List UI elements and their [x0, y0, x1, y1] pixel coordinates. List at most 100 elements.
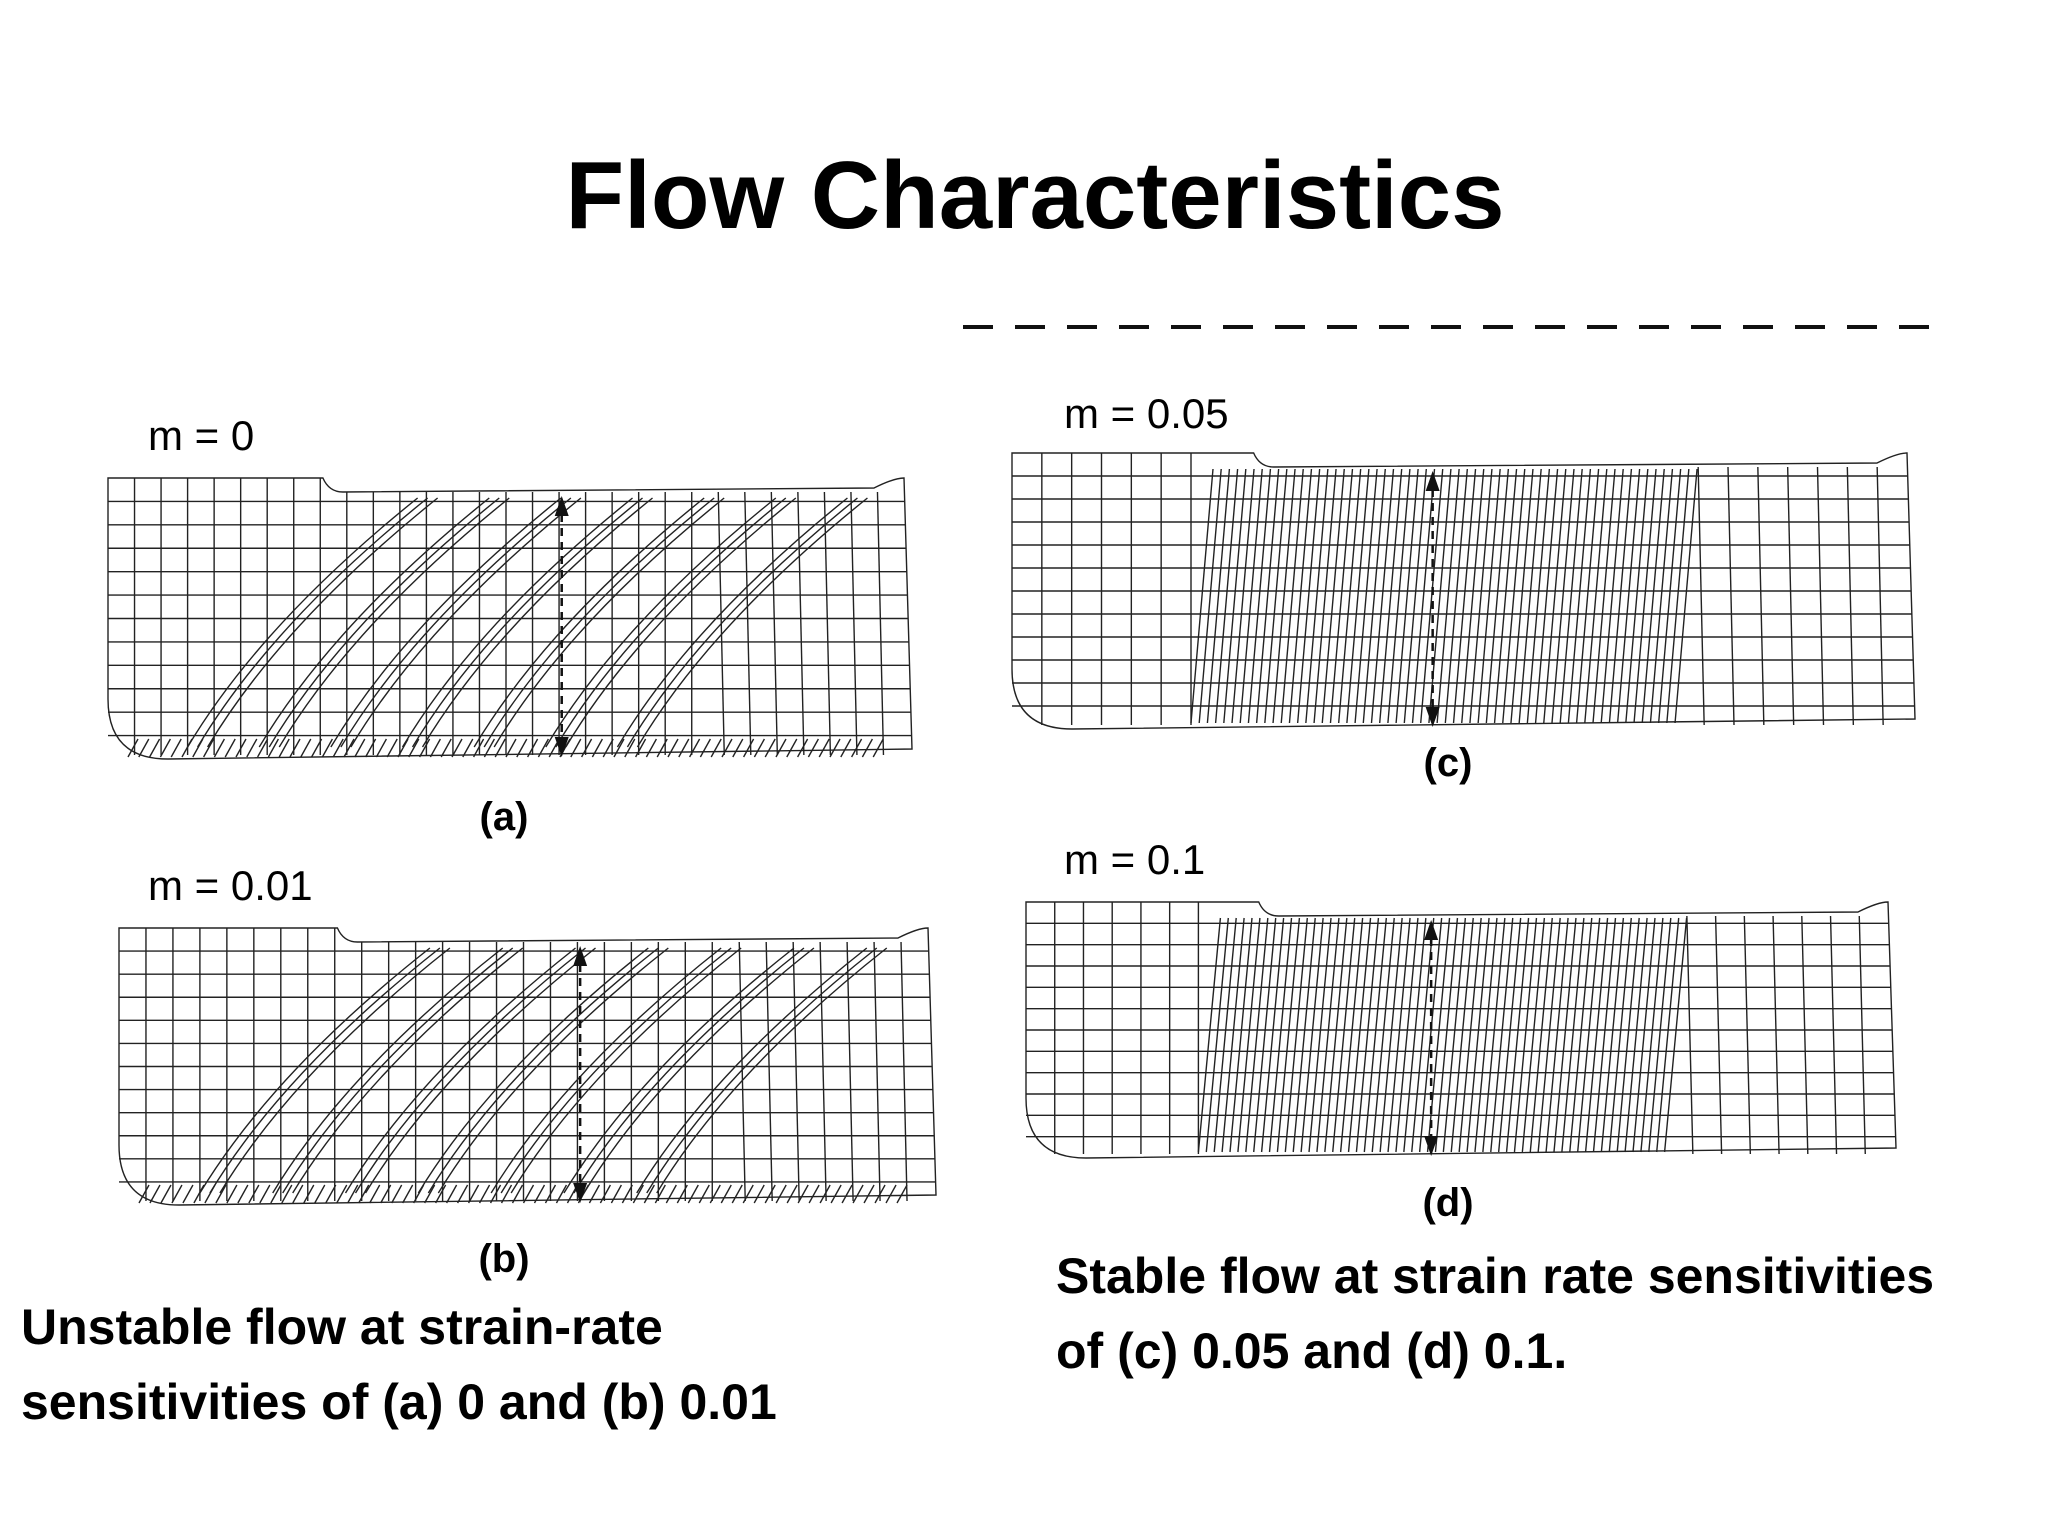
mesh-hatch: [1561, 917, 1585, 1153]
mesh-hatch: [1268, 917, 1293, 1153]
mesh-hatch: [1537, 917, 1561, 1153]
mesh-hatch: [1518, 468, 1542, 724]
mesh-hatch: [204, 1184, 216, 1204]
mesh-hatch: [775, 1184, 787, 1204]
mesh-hatch: [1387, 468, 1411, 724]
arrow-head: [573, 1183, 588, 1203]
shear-band: [272, 947, 504, 1194]
mesh-hatch: [678, 738, 690, 758]
shear-band: [573, 947, 805, 1194]
mesh-hatch: [418, 738, 431, 758]
mesh-hatch: [621, 1184, 633, 1204]
mesh-hatch: [1477, 468, 1501, 724]
mesh-hatch: [1576, 917, 1601, 1153]
mesh-hatch: [610, 1184, 622, 1204]
mesh-hatch: [380, 1184, 392, 1204]
mesh-line: [1772, 915, 1780, 1155]
mesh-hatch: [1569, 917, 1593, 1153]
mesh-hatch: [1616, 468, 1641, 724]
mesh-hatch: [885, 1184, 897, 1204]
mesh-hatch: [343, 738, 355, 758]
mesh-hatch: [1378, 468, 1403, 724]
mesh-hatch: [764, 1184, 776, 1204]
mesh-hatch: [451, 738, 463, 758]
mesh-hatch: [861, 738, 874, 758]
mesh-hatch: [358, 1184, 370, 1204]
mesh-hatch: [1510, 468, 1534, 724]
mesh-hatch: [698, 1184, 710, 1204]
mesh-hatch: [1559, 468, 1583, 724]
mesh-hatch: [544, 1184, 557, 1204]
mesh-line: [1686, 915, 1694, 1155]
mesh-hatch: [1387, 917, 1411, 1153]
mesh-hatch: [391, 1184, 403, 1204]
mesh-hatch: [1355, 917, 1380, 1153]
shear-band: [186, 497, 419, 748]
mesh-hatch: [588, 1184, 601, 1204]
mesh-line: [1727, 466, 1735, 726]
mesh-hatch: [720, 1184, 732, 1204]
mesh-hatch: [699, 738, 712, 758]
mesh-hatch: [874, 1184, 886, 1204]
shear-band: [292, 947, 524, 1194]
mesh-hatch: [456, 1184, 469, 1204]
mesh-hatch: [1663, 917, 1688, 1153]
mesh-hatch: [742, 738, 755, 758]
mesh-hatch: [1305, 468, 1329, 724]
arrow-head: [573, 946, 588, 966]
mesh-hatch: [224, 738, 236, 758]
mesh-hatch: [1444, 468, 1469, 724]
mesh-hatch: [1329, 468, 1354, 724]
mesh-outline: [118, 927, 937, 1206]
mesh-hatch: [237, 1184, 249, 1204]
mesh-hatch: [753, 738, 766, 758]
mesh-hatch: [170, 738, 182, 758]
mesh-hatch: [1308, 917, 1332, 1153]
mesh-hatch: [1420, 468, 1444, 724]
mesh-hatch: [852, 1184, 864, 1204]
mesh-hatch: [270, 1184, 282, 1204]
mesh-line: [1757, 466, 1765, 726]
mesh-hatch: [797, 1184, 809, 1204]
mesh-hatch: [1584, 917, 1609, 1153]
panel-tag: (a): [480, 795, 529, 839]
mesh-hatch: [1633, 468, 1657, 724]
mesh-hatch: [632, 1184, 644, 1204]
caption-line: Unstable flow at strain-rate: [21, 1299, 663, 1355]
mesh-hatch: [375, 738, 388, 758]
mesh-hatch: [1545, 917, 1569, 1153]
shear-band: [268, 497, 500, 748]
shear-band: [545, 497, 777, 748]
mesh-hatch: [764, 738, 776, 758]
slide-title: Flow Characteristics: [566, 142, 1505, 249]
mesh-hatch: [300, 738, 312, 758]
mesh-hatch: [1534, 468, 1559, 724]
shear-band: [411, 497, 643, 748]
mesh-line: [850, 491, 858, 756]
arrow-head: [1425, 707, 1440, 727]
mesh-hatch: [1280, 468, 1304, 724]
mesh-hatch: [292, 1184, 304, 1204]
mesh-hatch: [489, 1184, 502, 1204]
shear-band: [340, 497, 572, 748]
mesh-figures: [107, 452, 1916, 1206]
mesh-hatch: [462, 738, 474, 758]
mesh-hatch: [332, 738, 344, 758]
shear-band: [616, 497, 848, 748]
mesh-hatch: [1474, 917, 1498, 1153]
mesh-hatch: [1321, 468, 1345, 724]
mesh-hatch: [159, 738, 172, 758]
caption-line: Stable flow at strain rate sensitivities: [1056, 1248, 1934, 1304]
mesh-line: [1858, 915, 1866, 1155]
mesh-hatch: [1648, 917, 1672, 1153]
mesh-line: [1816, 466, 1825, 726]
mesh-hatch: [1347, 917, 1372, 1153]
mesh-hatch: [310, 738, 323, 758]
caption-line: sensitivities of (a) 0 and (b) 0.01: [21, 1374, 777, 1430]
mesh-hatch: [830, 1184, 842, 1204]
mesh-line: [765, 941, 773, 1202]
mesh-line: [738, 941, 746, 1202]
mesh-hatch: [1513, 917, 1538, 1153]
shear-band: [209, 947, 441, 1194]
